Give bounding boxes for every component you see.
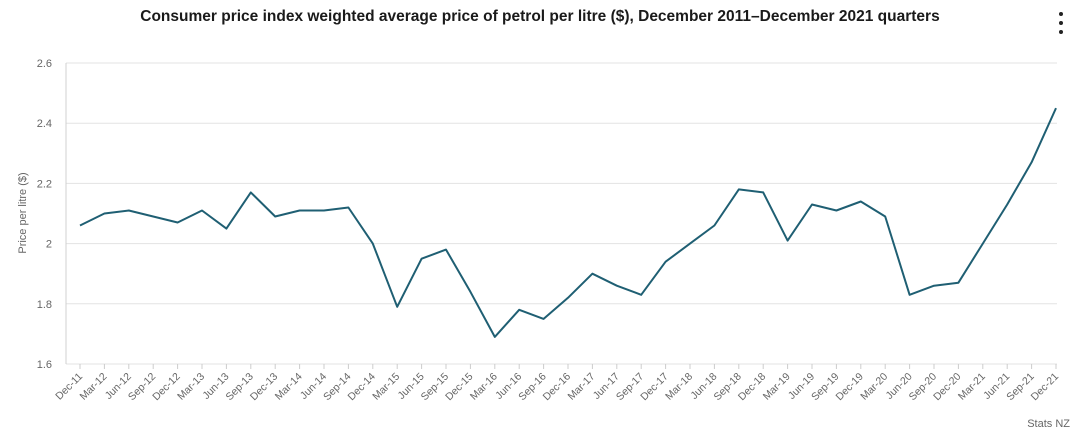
data-point[interactable]: [444, 247, 449, 252]
x-tick-label: Mar-16: [468, 371, 500, 403]
data-point[interactable]: [736, 187, 741, 192]
data-point[interactable]: [956, 280, 961, 285]
data-point[interactable]: [370, 241, 375, 246]
data-point[interactable]: [151, 214, 156, 219]
data-point[interactable]: [566, 295, 571, 300]
data-point[interactable]: [322, 208, 327, 213]
y-tick-label: 1.8: [37, 299, 52, 311]
data-point[interactable]: [102, 211, 107, 216]
x-tick-label: Mar-12: [78, 371, 110, 403]
data-point[interactable]: [810, 202, 815, 207]
data-point[interactable]: [492, 334, 497, 339]
data-point[interactable]: [785, 238, 790, 243]
data-point[interactable]: [614, 283, 619, 288]
kebab-menu-icon[interactable]: [1054, 12, 1068, 34]
gridlines: [66, 62, 1057, 365]
x-tick-label: Mar-19: [761, 371, 793, 403]
data-point[interactable]: [273, 214, 278, 219]
x-tick-label: Mar-13: [175, 371, 207, 403]
data-point[interactable]: [200, 208, 205, 213]
data-point[interactable]: [1054, 106, 1059, 111]
x-tick-label: Mar-15: [370, 371, 402, 403]
y-tick-label: 2: [46, 239, 52, 251]
x-tick-label: Mar-21: [956, 371, 988, 403]
data-point[interactable]: [297, 208, 302, 213]
data-point[interactable]: [639, 292, 644, 297]
x-tick-label: Dec-21: [1029, 371, 1062, 404]
chart-title: Consumer price index weighted average pr…: [140, 8, 940, 25]
y-axis: 1.6 1.8 2 2.2 2.4 2.6: [37, 58, 67, 371]
data-point[interactable]: [932, 283, 937, 288]
data-point[interactable]: [126, 208, 131, 213]
data-point[interactable]: [907, 292, 912, 297]
x-tick-label: Mar-18: [663, 371, 695, 403]
data-point[interactable]: [712, 223, 717, 228]
series-line: [79, 107, 1057, 338]
data-point[interactable]: [1005, 202, 1010, 207]
data-point[interactable]: [468, 289, 473, 294]
data-point[interactable]: [175, 220, 180, 225]
y-tick-label: 2.6: [37, 58, 52, 70]
data-point[interactable]: [248, 190, 253, 195]
x-axis: Dec-11Mar-12Jun-12Sep-12Dec-12Mar-13Jun-…: [53, 364, 1061, 403]
data-point[interactable]: [1029, 160, 1034, 165]
data-point[interactable]: [688, 241, 693, 246]
source-credit: Stats NZ: [1027, 418, 1070, 430]
data-point[interactable]: [663, 259, 668, 264]
data-point[interactable]: [419, 256, 424, 261]
data-point[interactable]: [980, 241, 985, 246]
y-axis-label: Price per litre ($): [17, 172, 29, 253]
x-tick-label: Mar-17: [566, 371, 598, 403]
data-point[interactable]: [517, 307, 522, 312]
data-point[interactable]: [858, 199, 863, 204]
y-tick-label: 2.2: [37, 178, 52, 190]
y-tick-label: 1.6: [37, 359, 52, 371]
data-point[interactable]: [346, 205, 351, 210]
data-point[interactable]: [78, 223, 83, 228]
data-point[interactable]: [883, 214, 888, 219]
data-point[interactable]: [761, 190, 766, 195]
x-tick-label: Mar-20: [858, 371, 890, 403]
data-point[interactable]: [395, 304, 400, 309]
data-point[interactable]: [590, 271, 595, 276]
data-point[interactable]: [834, 208, 839, 213]
series-group: [78, 106, 1059, 339]
y-tick-label: 2.4: [37, 118, 52, 130]
data-point[interactable]: [541, 316, 546, 321]
data-point[interactable]: [224, 226, 229, 231]
x-tick-label: Mar-14: [273, 371, 305, 403]
